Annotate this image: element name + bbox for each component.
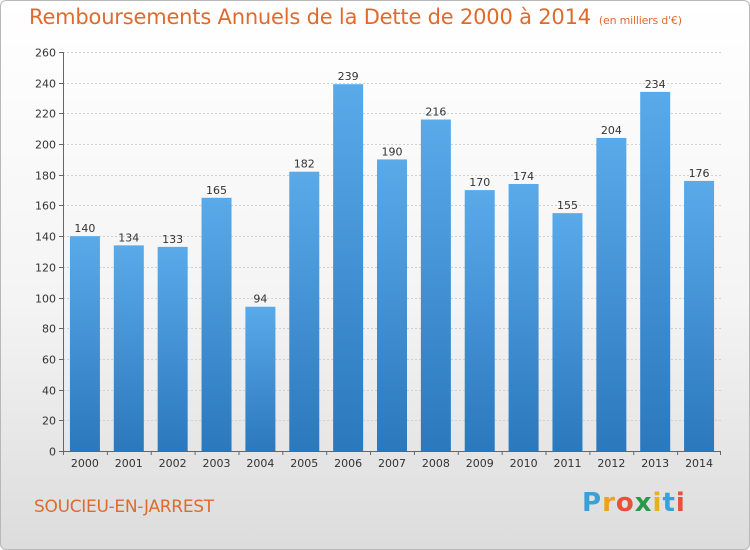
x-tick-label: 2009 (466, 457, 494, 470)
bar (552, 213, 583, 451)
bar (420, 119, 451, 452)
x-tick-label: 2005 (290, 457, 318, 470)
data-label: 190 (382, 145, 403, 158)
brand-logo-letter: t (662, 488, 676, 518)
x-tick-label: 2010 (510, 457, 538, 470)
data-label: 216 (425, 106, 446, 119)
x-tick-label: 2002 (159, 457, 187, 470)
bar (640, 91, 671, 452)
axes: 0 20 40 60 80 100 120 140 160 180 200 220 240 260 2000… (35, 47, 721, 470)
data-label: 174 (513, 170, 534, 183)
brand-logo-letter: x (634, 488, 653, 518)
data-label: 170 (469, 176, 490, 189)
y-tick-label: 120 (35, 262, 56, 275)
bar (464, 190, 495, 451)
data-label: 140 (74, 222, 95, 235)
y-tick-label: 60 (42, 354, 56, 367)
brand-logo: Proxiti (582, 488, 686, 518)
bar (245, 306, 276, 451)
chart-title-text: Remboursements Annuels de la Dette de 20… (29, 5, 591, 29)
x-tick-label: 2000 (71, 457, 99, 470)
data-label: 165 (206, 184, 227, 197)
bar (289, 171, 320, 451)
commune-name: SOUCIEU-EN-JARREST (34, 497, 214, 517)
bar (157, 246, 188, 451)
bars (69, 84, 715, 452)
brand-logo-letter: i (675, 488, 686, 518)
x-tick-label: 2007 (378, 457, 406, 470)
data-label: 155 (557, 199, 578, 212)
bar (69, 236, 100, 451)
y-tick-label: 40 (42, 385, 56, 398)
data-label: 134 (118, 231, 139, 244)
x-tick-label: 2011 (553, 457, 581, 470)
y-tick-label: 140 (35, 231, 56, 244)
x-tick-label: 2003 (203, 457, 231, 470)
brand-logo-letter: o (615, 488, 635, 518)
data-label: 239 (338, 70, 359, 83)
bar (377, 159, 407, 451)
x-tick-label: 2008 (422, 457, 450, 470)
brand-logo-letter: r (602, 488, 616, 518)
bar (333, 84, 364, 451)
x-tick-label: 2004 (246, 457, 274, 470)
y-tick-label: 160 (35, 200, 56, 213)
data-label: 133 (162, 233, 183, 246)
y-tick-label: 20 (42, 415, 56, 428)
brand-logo-letter: i (652, 488, 663, 518)
y-tick-label: 100 (35, 293, 56, 306)
data-label: 94 (253, 293, 267, 306)
y-tick-label: 200 (35, 139, 56, 152)
y-tick-label: 180 (35, 170, 56, 183)
x-tick-label: 2012 (597, 457, 625, 470)
x-tick-label: 2001 (115, 457, 143, 470)
data-label: 204 (601, 124, 622, 137)
data-label: 176 (689, 167, 710, 180)
bar (684, 180, 715, 451)
data-label: 234 (645, 78, 666, 91)
chart-title: Remboursements Annuels de la Dette de 20… (29, 5, 682, 29)
y-tick-label: 80 (42, 323, 56, 336)
x-tick-label: 2014 (685, 457, 713, 470)
bar (113, 245, 144, 451)
y-tick-label: 240 (35, 78, 56, 91)
brand-logo-letter: P (582, 488, 603, 518)
bar (201, 197, 232, 451)
y-tick-label: 220 (35, 108, 56, 121)
y-tick-label: 0 (49, 446, 56, 459)
y-tick-label: 260 (35, 47, 56, 60)
data-label: 182 (294, 158, 315, 171)
x-tick-label: 2013 (641, 457, 669, 470)
bar (508, 183, 539, 451)
chart-subtitle: (en milliers d'€) (598, 14, 682, 27)
bar (596, 137, 627, 451)
x-tick-label: 2006 (334, 457, 362, 470)
value-labels: 140 134 133 165 94 182 239 190 216 170 174 155 204 23… (74, 70, 709, 306)
